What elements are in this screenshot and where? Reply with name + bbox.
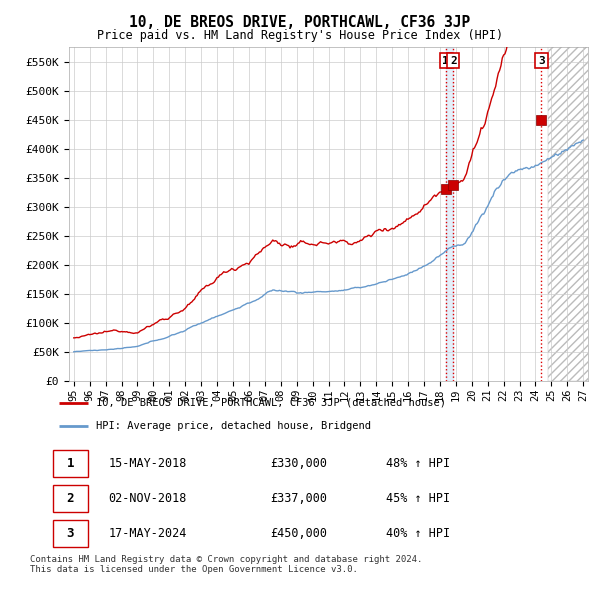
Text: £450,000: £450,000	[270, 527, 327, 540]
Text: 3: 3	[538, 55, 545, 65]
FancyBboxPatch shape	[53, 485, 88, 512]
FancyBboxPatch shape	[53, 520, 88, 547]
Text: HPI: Average price, detached house, Bridgend: HPI: Average price, detached house, Brid…	[95, 421, 371, 431]
Text: 15-MAY-2018: 15-MAY-2018	[109, 457, 187, 470]
Text: 02-NOV-2018: 02-NOV-2018	[109, 492, 187, 505]
Bar	[446, 47, 454, 381]
Text: 17-MAY-2024: 17-MAY-2024	[109, 527, 187, 540]
Text: 2: 2	[450, 55, 457, 65]
Text: 10, DE BREOS DRIVE, PORTHCAWL, CF36 3JP: 10, DE BREOS DRIVE, PORTHCAWL, CF36 3JP	[130, 15, 470, 30]
Text: £337,000: £337,000	[270, 492, 327, 505]
Text: 48% ↑ HPI: 48% ↑ HPI	[386, 457, 450, 470]
Text: 1: 1	[67, 457, 74, 470]
Text: Contains HM Land Registry data © Crown copyright and database right 2024.
This d: Contains HM Land Registry data © Crown c…	[30, 555, 422, 574]
Text: 40% ↑ HPI: 40% ↑ HPI	[386, 527, 450, 540]
Text: 2: 2	[67, 492, 74, 505]
Text: 45% ↑ HPI: 45% ↑ HPI	[386, 492, 450, 505]
Text: Price paid vs. HM Land Registry's House Price Index (HPI): Price paid vs. HM Land Registry's House …	[97, 29, 503, 42]
Text: 3: 3	[67, 527, 74, 540]
Text: £330,000: £330,000	[270, 457, 327, 470]
FancyBboxPatch shape	[53, 450, 88, 477]
Text: 10, DE BREOS DRIVE, PORTHCAWL, CF36 3JP (detached house): 10, DE BREOS DRIVE, PORTHCAWL, CF36 3JP …	[95, 398, 446, 408]
Text: 1: 1	[442, 55, 449, 65]
